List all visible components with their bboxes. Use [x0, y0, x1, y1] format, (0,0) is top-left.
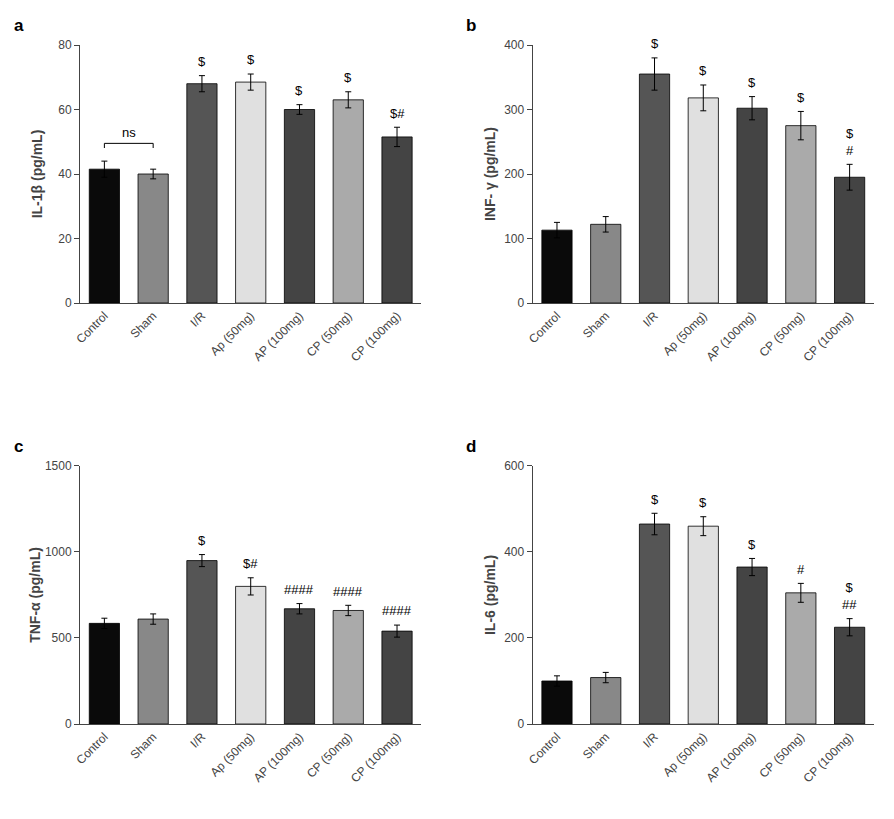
svg-text:c: c	[14, 437, 23, 456]
svg-text:$#: $#	[243, 556, 258, 571]
svg-text:IL-1β (pg/mL): IL-1β (pg/mL)	[29, 130, 45, 219]
svg-text:TNF-α (pg/mL): TNF-α (pg/mL)	[27, 547, 43, 643]
svg-text:Control: Control	[526, 309, 563, 346]
svg-text:IL-6 (pg/mL): IL-6 (pg/mL)	[482, 555, 498, 635]
svg-text:a: a	[14, 16, 24, 35]
svg-text:Sham: Sham	[127, 730, 159, 762]
svg-text:200: 200	[504, 631, 524, 645]
svg-text:Ap (50mg): Ap (50mg)	[660, 730, 710, 780]
svg-text:####: ####	[284, 582, 314, 597]
svg-text:$: $	[748, 75, 756, 90]
svg-text:AP (100mg): AP (100mg)	[703, 309, 758, 364]
svg-text:Ap (50mg): Ap (50mg)	[208, 309, 258, 359]
svg-text:CP (50mg): CP (50mg)	[756, 309, 807, 360]
svg-text:400: 400	[504, 38, 524, 52]
svg-text:$: $	[247, 52, 255, 67]
svg-text:300: 300	[504, 103, 524, 117]
svg-text:Sham: Sham	[580, 730, 612, 762]
svg-text:I/R: I/R	[640, 730, 661, 751]
svg-text:$: $	[699, 495, 707, 510]
svg-text:60: 60	[58, 103, 72, 117]
svg-text:d: d	[466, 437, 476, 456]
svg-text:CP (50mg): CP (50mg)	[304, 309, 355, 360]
svg-text:AP (100mg): AP (100mg)	[251, 309, 306, 364]
svg-text:Sham: Sham	[127, 309, 159, 341]
svg-text:0: 0	[517, 296, 524, 310]
svg-text:$: $	[344, 70, 352, 85]
svg-text:Control: Control	[73, 309, 110, 346]
svg-text:100: 100	[504, 232, 524, 246]
svg-text:80: 80	[58, 38, 72, 52]
svg-text:0: 0	[65, 717, 72, 731]
svg-text:CP (50mg): CP (50mg)	[756, 730, 807, 781]
svg-text:$: $	[295, 83, 303, 98]
svg-text:0: 0	[65, 296, 72, 310]
svg-text:$: $	[699, 63, 707, 78]
svg-text:Sham: Sham	[580, 309, 612, 341]
svg-text:Ap (50mg): Ap (50mg)	[660, 309, 710, 359]
svg-text:0: 0	[517, 717, 524, 731]
svg-text:b: b	[466, 16, 476, 35]
svg-text:40: 40	[58, 167, 72, 181]
svg-text:$: $	[651, 492, 659, 507]
svg-text:####: ####	[333, 584, 363, 599]
svg-text:CP (100mg): CP (100mg)	[800, 309, 855, 364]
svg-text:I/R: I/R	[188, 309, 209, 330]
svg-text:1000: 1000	[45, 545, 72, 559]
svg-text:$: $	[651, 36, 659, 51]
svg-text:Ap (50mg): Ap (50mg)	[208, 730, 258, 780]
svg-text:CP (100mg): CP (100mg)	[348, 730, 403, 785]
svg-text:I/R: I/R	[640, 309, 661, 330]
svg-text:ns: ns	[122, 125, 136, 140]
svg-text:I/R: I/R	[188, 730, 209, 751]
svg-text:$: $	[748, 537, 756, 552]
svg-text:600: 600	[504, 459, 524, 473]
svg-text:CP (100mg): CP (100mg)	[348, 309, 403, 364]
svg-text:AP (100mg): AP (100mg)	[703, 730, 758, 785]
svg-text:$: $	[797, 90, 805, 105]
svg-text:CP (50mg): CP (50mg)	[304, 730, 355, 781]
svg-text:Control: Control	[526, 730, 563, 767]
svg-text:Control: Control	[73, 730, 110, 767]
svg-text:400: 400	[504, 545, 524, 559]
svg-text:500: 500	[52, 631, 72, 645]
svg-text:$#: $#	[846, 126, 854, 158]
svg-text:$#: $#	[390, 106, 405, 121]
svg-text:$: $	[198, 533, 206, 548]
svg-text:$##: $##	[842, 580, 857, 612]
svg-text:CP (100mg): CP (100mg)	[800, 730, 855, 785]
svg-text:#: #	[797, 562, 805, 577]
svg-text:200: 200	[504, 167, 524, 181]
svg-text:INF- γ (pg/mL): INF- γ (pg/mL)	[482, 127, 498, 221]
svg-text:####: ####	[382, 603, 412, 618]
svg-text:1500: 1500	[45, 459, 72, 473]
svg-text:AP (100mg): AP (100mg)	[251, 730, 306, 785]
svg-text:$: $	[198, 54, 206, 69]
svg-text:20: 20	[58, 232, 72, 246]
